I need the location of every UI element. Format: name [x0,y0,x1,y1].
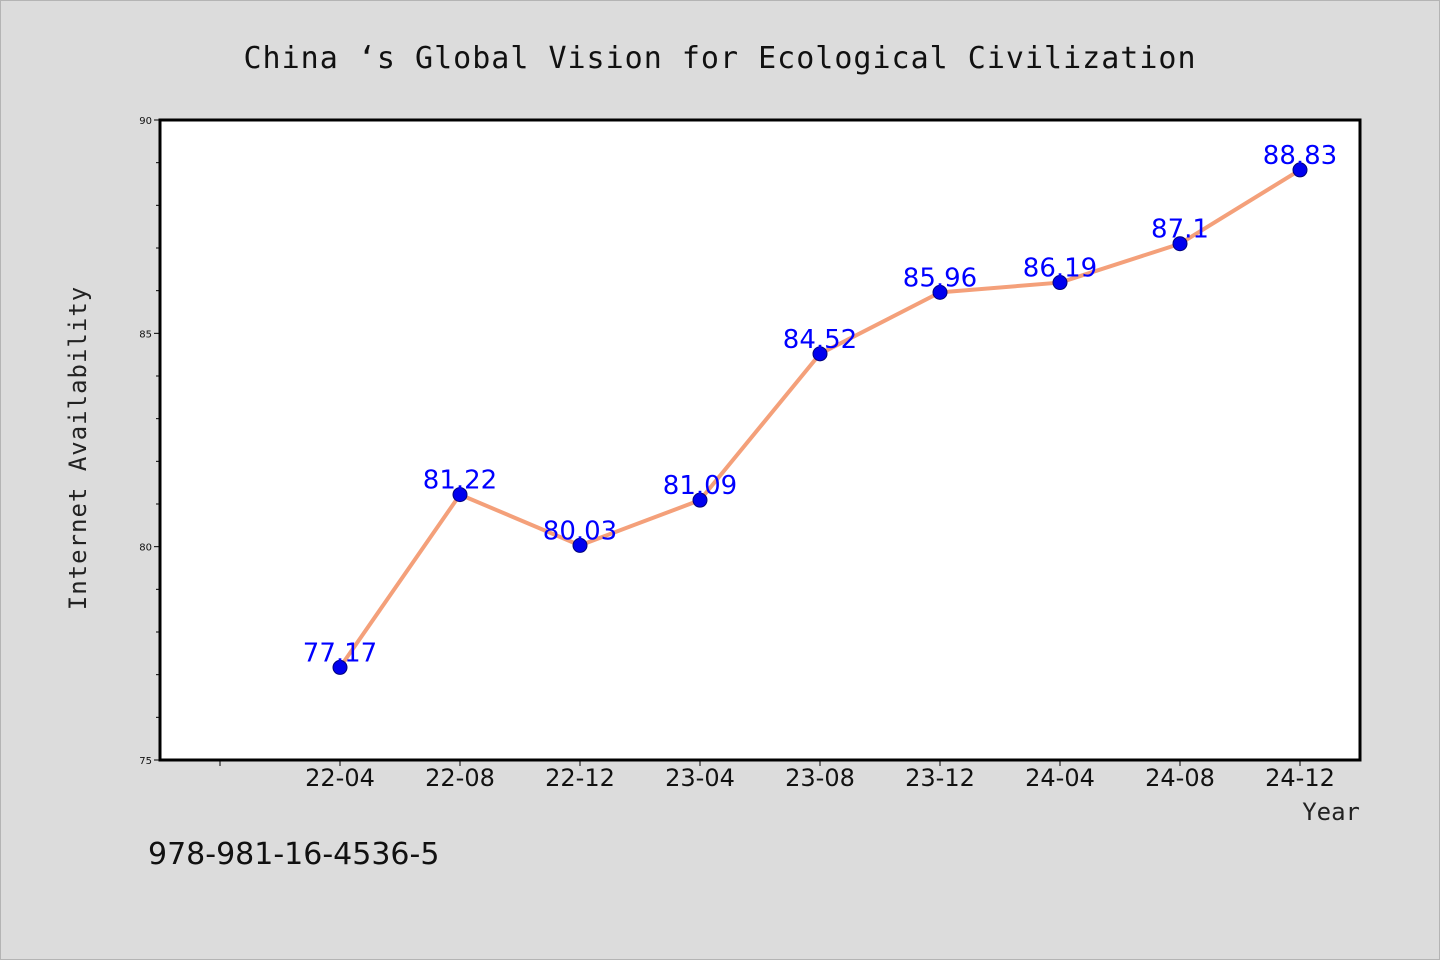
data-point [1052,275,1068,291]
x-axis-label: Year [1302,798,1360,826]
x-tick-label: 24-12 [1265,764,1335,792]
y-tick-label: 75 [139,756,152,767]
y-axis: 75 80 85 90 [139,116,160,767]
data-label: 87.1 [1151,215,1209,245]
x-tick-label: 22-12 [545,764,615,792]
y-tick-label: 80 [139,543,152,554]
y-tick-label: 85 [139,329,152,340]
data-label: 84.52 [783,325,857,355]
plot-area [158,118,1362,762]
data-point [332,659,348,675]
markers-group [332,162,1308,675]
data-label: 86.19 [1023,254,1097,284]
data-label: 88.83 [1263,141,1337,171]
data-point [932,284,948,300]
footer-isbn: 978-981-16-4536-5 [148,837,439,872]
x-tick-label: 24-04 [1025,764,1095,792]
data-point [572,537,588,553]
x-tick-label: 23-12 [905,764,975,792]
data-labels-group: 77.17 81.22 80.03 81.09 84.52 85.96 86.19 87.1 8… [303,141,1337,668]
x-tick-label: 22-04 [305,764,375,792]
data-point [692,492,708,508]
data-label: 81.22 [423,466,497,496]
data-point [812,346,828,362]
x-axis: 22-04 22-08 22-12 23-04 23-08 23-12 24-04 24-08… [219,760,1335,792]
data-label: 77.17 [303,638,377,668]
data-point [452,487,468,503]
y-axis-label: Internet Availability [64,286,92,610]
x-tick-label: 23-08 [785,764,855,792]
x-tick-label: 22-08 [425,764,495,792]
x-tick-label: 24-08 [1145,764,1215,792]
data-label: 80.03 [543,516,617,546]
data-label: 85.96 [903,263,977,293]
data-point [1172,236,1188,252]
chart-title: China ‘s Global Vision for Ecological Ci… [243,41,1196,76]
data-label: 81.09 [663,471,737,501]
x-tick-label: 23-04 [665,764,735,792]
data-point [1292,162,1308,178]
y-tick-label: 90 [139,116,152,127]
